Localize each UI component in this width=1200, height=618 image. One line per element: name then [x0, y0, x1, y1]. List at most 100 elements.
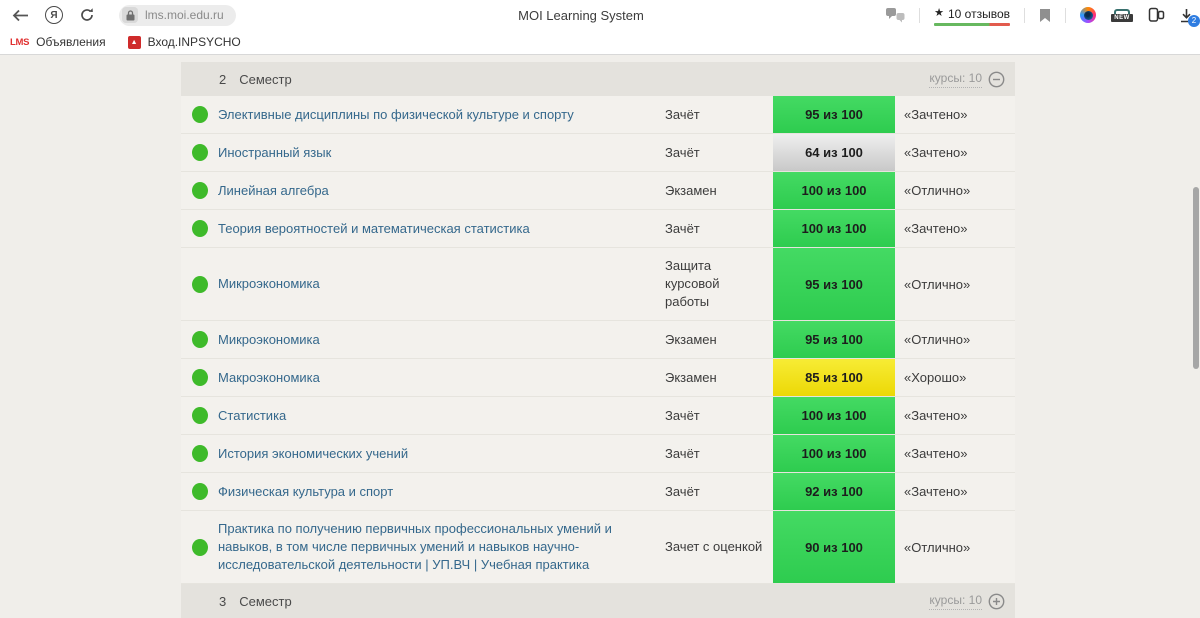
dot-column — [181, 483, 218, 500]
grade-text: «Отлично» — [904, 539, 971, 555]
grade-text: «Отлично» — [904, 276, 971, 292]
semester-label: Семестр — [239, 71, 292, 87]
status-dot-icon — [191, 275, 208, 293]
dot-column — [181, 445, 218, 462]
dot-column — [181, 538, 218, 556]
grade-text: «Хорошо» — [904, 370, 967, 385]
grade-text: «Зачтено» — [904, 107, 968, 122]
protect-icon[interactable] — [886, 7, 905, 23]
status-dot-icon — [191, 369, 208, 386]
bookmark-icon[interactable] — [1039, 8, 1051, 23]
course-name-link[interactable]: Практика по получению первичных професси… — [218, 521, 612, 572]
courses-count[interactable]: курсы: 10 — [929, 593, 982, 610]
course-name-link[interactable]: Микроэкономика — [218, 276, 320, 291]
assessment-type: Защита курсовой работы — [665, 258, 720, 309]
yandex-home-button[interactable]: Я — [45, 6, 63, 24]
table-row: Макроэкономика Экзамен 85 из 100 «Хорошо… — [181, 359, 1015, 397]
course-name-link[interactable]: Статистика — [218, 407, 287, 423]
downloads-button[interactable]: 2 — [1179, 8, 1200, 27]
site-reviews-button[interactable]: ★ 10 отзывов — [934, 5, 1010, 26]
star-icon: ★ — [934, 7, 944, 19]
url-text: lms.moi.edu.ru — [145, 8, 224, 22]
screenshot-new-icon[interactable]: NEW — [1110, 8, 1134, 22]
browser-toolbar: Я lms.moi.edu.ru MOI Learning System ★ 1… — [0, 0, 1200, 30]
grade-text: «Зачтено» — [904, 446, 968, 461]
course-name-link[interactable]: Микроэкономика — [218, 331, 320, 347]
course-rows: Элективные дисциплины по физической куль… — [181, 96, 1015, 584]
table-row: Теория вероятностей и математическая ста… — [181, 210, 1015, 248]
table-row: Практика по получению первичных професси… — [181, 511, 1015, 584]
divider — [1024, 7, 1025, 23]
lms-page: 2 Семестр курсы: 10 Элективные дисциплин… — [0, 55, 1200, 618]
course-name-link[interactable]: Иностранный язык — [218, 144, 332, 160]
bookmark-label: Объявления — [36, 35, 106, 49]
grades-table: 2 Семестр курсы: 10 Элективные дисциплин… — [181, 62, 1015, 618]
grade-text: «Зачтено» — [904, 221, 968, 236]
course-name-link[interactable]: Линейная алгебра — [218, 182, 329, 198]
refresh-button[interactable] — [79, 7, 95, 23]
semester-number: 2 — [219, 71, 227, 87]
score-cell: 100 из 100 — [773, 172, 895, 209]
reviews-count: 10 отзывов — [947, 6, 1010, 21]
score-cell: 100 из 100 — [773, 435, 895, 472]
dot-column — [181, 369, 218, 386]
assessment-type: Зачёт — [665, 445, 700, 461]
status-dot-icon — [191, 182, 208, 199]
dot-column — [181, 275, 218, 293]
courses-count[interactable]: курсы: 10 — [929, 71, 982, 88]
grade-text: «Отлично» — [904, 183, 971, 198]
score-cell: 100 из 100 — [773, 397, 895, 434]
course-name-link[interactable]: Физическая культура и спорт — [218, 483, 394, 499]
status-dot-icon — [191, 483, 208, 500]
score-cell: 95 из 100 — [773, 96, 895, 133]
table-row: Микроэкономика Защита курсовой работы 95… — [181, 248, 1015, 321]
score-cell: 95 из 100 — [773, 248, 895, 320]
bookmark-inpsycho[interactable]: ▲ Вход.INPSYCHO — [127, 35, 241, 49]
assessment-type: Зачет с оценкой — [665, 539, 763, 554]
dot-column — [181, 407, 218, 424]
status-dot-icon — [191, 445, 208, 462]
table-row: Иностранный язык Зачёт 64 из 100 «Зачтен… — [181, 134, 1015, 172]
grade-text: «Зачтено» — [904, 484, 968, 499]
dot-column — [181, 220, 218, 237]
rating-bar — [934, 22, 1010, 26]
status-dot-icon — [191, 220, 208, 237]
page-title: MOI Learning System — [518, 8, 644, 23]
collapse-icon[interactable] — [988, 71, 1005, 88]
address-bar[interactable]: lms.moi.edu.ru — [119, 4, 236, 26]
status-dot-icon — [191, 106, 208, 123]
score-cell: 85 из 100 — [773, 359, 895, 396]
inpsycho-favicon: ▲ — [127, 35, 141, 49]
course-name-link[interactable]: Макроэкономика — [218, 369, 320, 385]
table-row: История экономических учений Зачёт 100 и… — [181, 435, 1015, 473]
score-cell: 64 из 100 — [773, 134, 895, 171]
table-row: Физическая культура и спорт Зачёт 92 из … — [181, 473, 1015, 511]
table-row: Микроэкономика Экзамен 95 из 100 «Отличн… — [181, 321, 1015, 359]
table-row: Линейная алгебра Экзамен 100 из 100 «Отл… — [181, 172, 1015, 210]
semester-3-header: 3 Семестр курсы: 10 — [181, 584, 1015, 618]
lms-favicon: LMS — [10, 36, 30, 48]
expand-icon[interactable] — [988, 593, 1005, 610]
lock-icon[interactable] — [122, 7, 138, 23]
assessment-type: Экзамен — [665, 182, 717, 198]
semester-2-header: 2 Семестр курсы: 10 — [181, 62, 1015, 96]
extension-color-icon[interactable] — [1080, 7, 1096, 23]
score-cell: 95 из 100 — [773, 321, 895, 358]
course-name-link[interactable]: Теория вероятностей и математическая ста… — [218, 220, 530, 236]
status-dot-icon — [191, 144, 208, 161]
assessment-type: Зачёт — [665, 483, 700, 499]
status-dot-icon — [191, 538, 208, 556]
back-button[interactable] — [12, 9, 29, 22]
assessment-type: Зачёт — [665, 220, 700, 236]
vertical-scrollbar-thumb[interactable] — [1193, 187, 1199, 369]
divider — [919, 7, 921, 23]
course-name-link[interactable]: История экономических учений — [218, 445, 409, 461]
status-dot-icon — [191, 331, 208, 348]
course-name-link[interactable]: Элективные дисциплины по физической куль… — [218, 106, 574, 122]
grade-text: «Отлично» — [904, 332, 971, 347]
table-row: Элективные дисциплины по физической куль… — [181, 96, 1015, 134]
assessment-type: Экзамен — [665, 331, 717, 347]
viewfinder-icon — [1114, 8, 1130, 16]
collections-icon[interactable] — [1148, 7, 1165, 23]
bookmark-lms[interactable]: LMS Объявления — [10, 35, 106, 49]
